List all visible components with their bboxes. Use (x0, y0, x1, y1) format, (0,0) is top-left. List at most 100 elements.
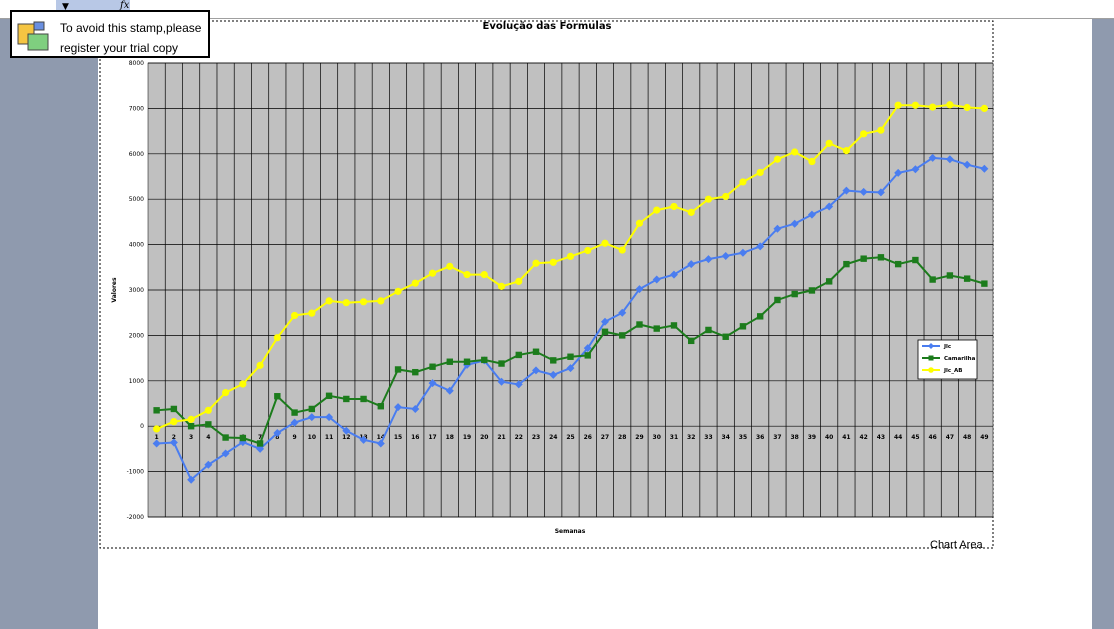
data-point[interactable] (981, 280, 988, 287)
data-point[interactable] (170, 405, 178, 413)
trial-stamp[interactable]: To avoid this stamp,please register your… (10, 10, 210, 58)
data-point[interactable] (825, 202, 834, 211)
data-point[interactable] (429, 363, 436, 370)
data-point[interactable] (980, 164, 989, 173)
data-point[interactable] (791, 148, 799, 156)
data-point[interactable] (877, 126, 885, 134)
data-point[interactable] (860, 255, 867, 262)
data-point[interactable] (566, 252, 575, 261)
data-point[interactable] (842, 147, 851, 155)
data-point[interactable] (221, 449, 230, 458)
data-point[interactable] (481, 356, 488, 364)
data-point[interactable] (204, 460, 213, 469)
data-point[interactable] (618, 308, 627, 317)
data-point[interactable] (911, 165, 920, 174)
data-point[interactable] (325, 297, 333, 305)
data-point[interactable] (152, 439, 161, 448)
data-point[interactable] (549, 370, 558, 379)
data-point[interactable] (894, 101, 902, 109)
data-point[interactable] (946, 272, 954, 279)
data-point[interactable] (670, 202, 678, 211)
data-point[interactable] (153, 425, 161, 433)
data-point[interactable] (497, 377, 506, 386)
data-point[interactable] (687, 260, 696, 269)
data-point[interactable] (515, 351, 522, 359)
data-point[interactable] (291, 409, 298, 416)
data-point[interactable] (635, 285, 644, 294)
data-point[interactable] (842, 186, 851, 195)
data-point[interactable] (946, 101, 954, 109)
data-point[interactable] (894, 260, 902, 268)
data-point[interactable] (963, 103, 971, 112)
data-point[interactable] (601, 239, 609, 247)
data-point[interactable] (360, 395, 367, 403)
data-point[interactable] (428, 379, 437, 388)
data-point[interactable] (514, 380, 523, 389)
data-point[interactable] (980, 104, 988, 112)
data-point[interactable] (807, 210, 816, 219)
data-point[interactable] (153, 407, 160, 414)
data-point[interactable] (290, 311, 299, 320)
data-point[interactable] (170, 418, 178, 426)
data-point[interactable] (187, 475, 196, 484)
data-point[interactable] (722, 333, 729, 340)
dropdown-arrow-icon[interactable]: ▼ (62, 2, 69, 12)
data-point[interactable] (859, 187, 868, 196)
data-point[interactable] (566, 364, 575, 373)
data-point[interactable] (791, 290, 798, 298)
data-point[interactable] (308, 405, 316, 413)
data-point[interactable] (635, 219, 644, 227)
data-point[interactable] (808, 287, 816, 294)
data-point[interactable] (739, 178, 747, 186)
data-point[interactable] (619, 332, 626, 339)
data-point[interactable] (894, 168, 903, 177)
data-point[interactable] (204, 406, 212, 414)
data-point[interactable] (687, 208, 695, 216)
data-point[interactable] (359, 298, 368, 306)
data-point[interactable] (273, 429, 282, 438)
data-point[interactable] (498, 360, 505, 367)
data-point[interactable] (342, 299, 350, 307)
data-point[interactable] (618, 246, 626, 254)
data-point[interactable] (549, 258, 557, 266)
data-point[interactable] (274, 393, 281, 400)
data-point[interactable] (825, 139, 833, 147)
data-point[interactable] (636, 321, 643, 328)
data-point[interactable] (670, 322, 678, 329)
data-point[interactable] (722, 192, 730, 201)
data-point[interactable] (463, 358, 471, 365)
data-point[interactable] (169, 438, 178, 447)
data-point[interactable] (445, 386, 454, 395)
data-point[interactable] (876, 188, 885, 197)
data-point[interactable] (688, 337, 695, 345)
data-point[interactable] (394, 366, 402, 373)
data-point[interactable] (739, 323, 747, 330)
data-point[interactable] (222, 434, 229, 441)
data-point[interactable] (273, 334, 281, 342)
data-point[interactable] (497, 282, 506, 290)
data-point[interactable] (808, 157, 816, 166)
data-point[interactable] (446, 358, 453, 365)
data-point[interactable] (877, 254, 885, 261)
data-point[interactable] (411, 279, 419, 287)
data-point[interactable] (945, 155, 954, 164)
data-point[interactable] (704, 195, 713, 203)
data-point[interactable] (704, 255, 713, 264)
data-point[interactable] (342, 426, 351, 435)
data-point[interactable] (601, 328, 609, 335)
data-point[interactable] (239, 434, 247, 442)
data-point[interactable] (774, 296, 781, 304)
data-point[interactable] (256, 361, 264, 369)
data-point[interactable] (756, 242, 765, 251)
data-point[interactable] (532, 259, 540, 267)
data-point[interactable] (325, 392, 333, 399)
data-point[interactable] (532, 348, 540, 355)
data-point[interactable] (307, 413, 316, 422)
data-point[interactable] (929, 276, 936, 283)
data-point[interactable] (376, 439, 385, 448)
data-point[interactable] (412, 368, 419, 376)
data-point[interactable] (290, 418, 299, 427)
data-point[interactable] (187, 415, 195, 423)
data-point[interactable] (325, 413, 334, 422)
